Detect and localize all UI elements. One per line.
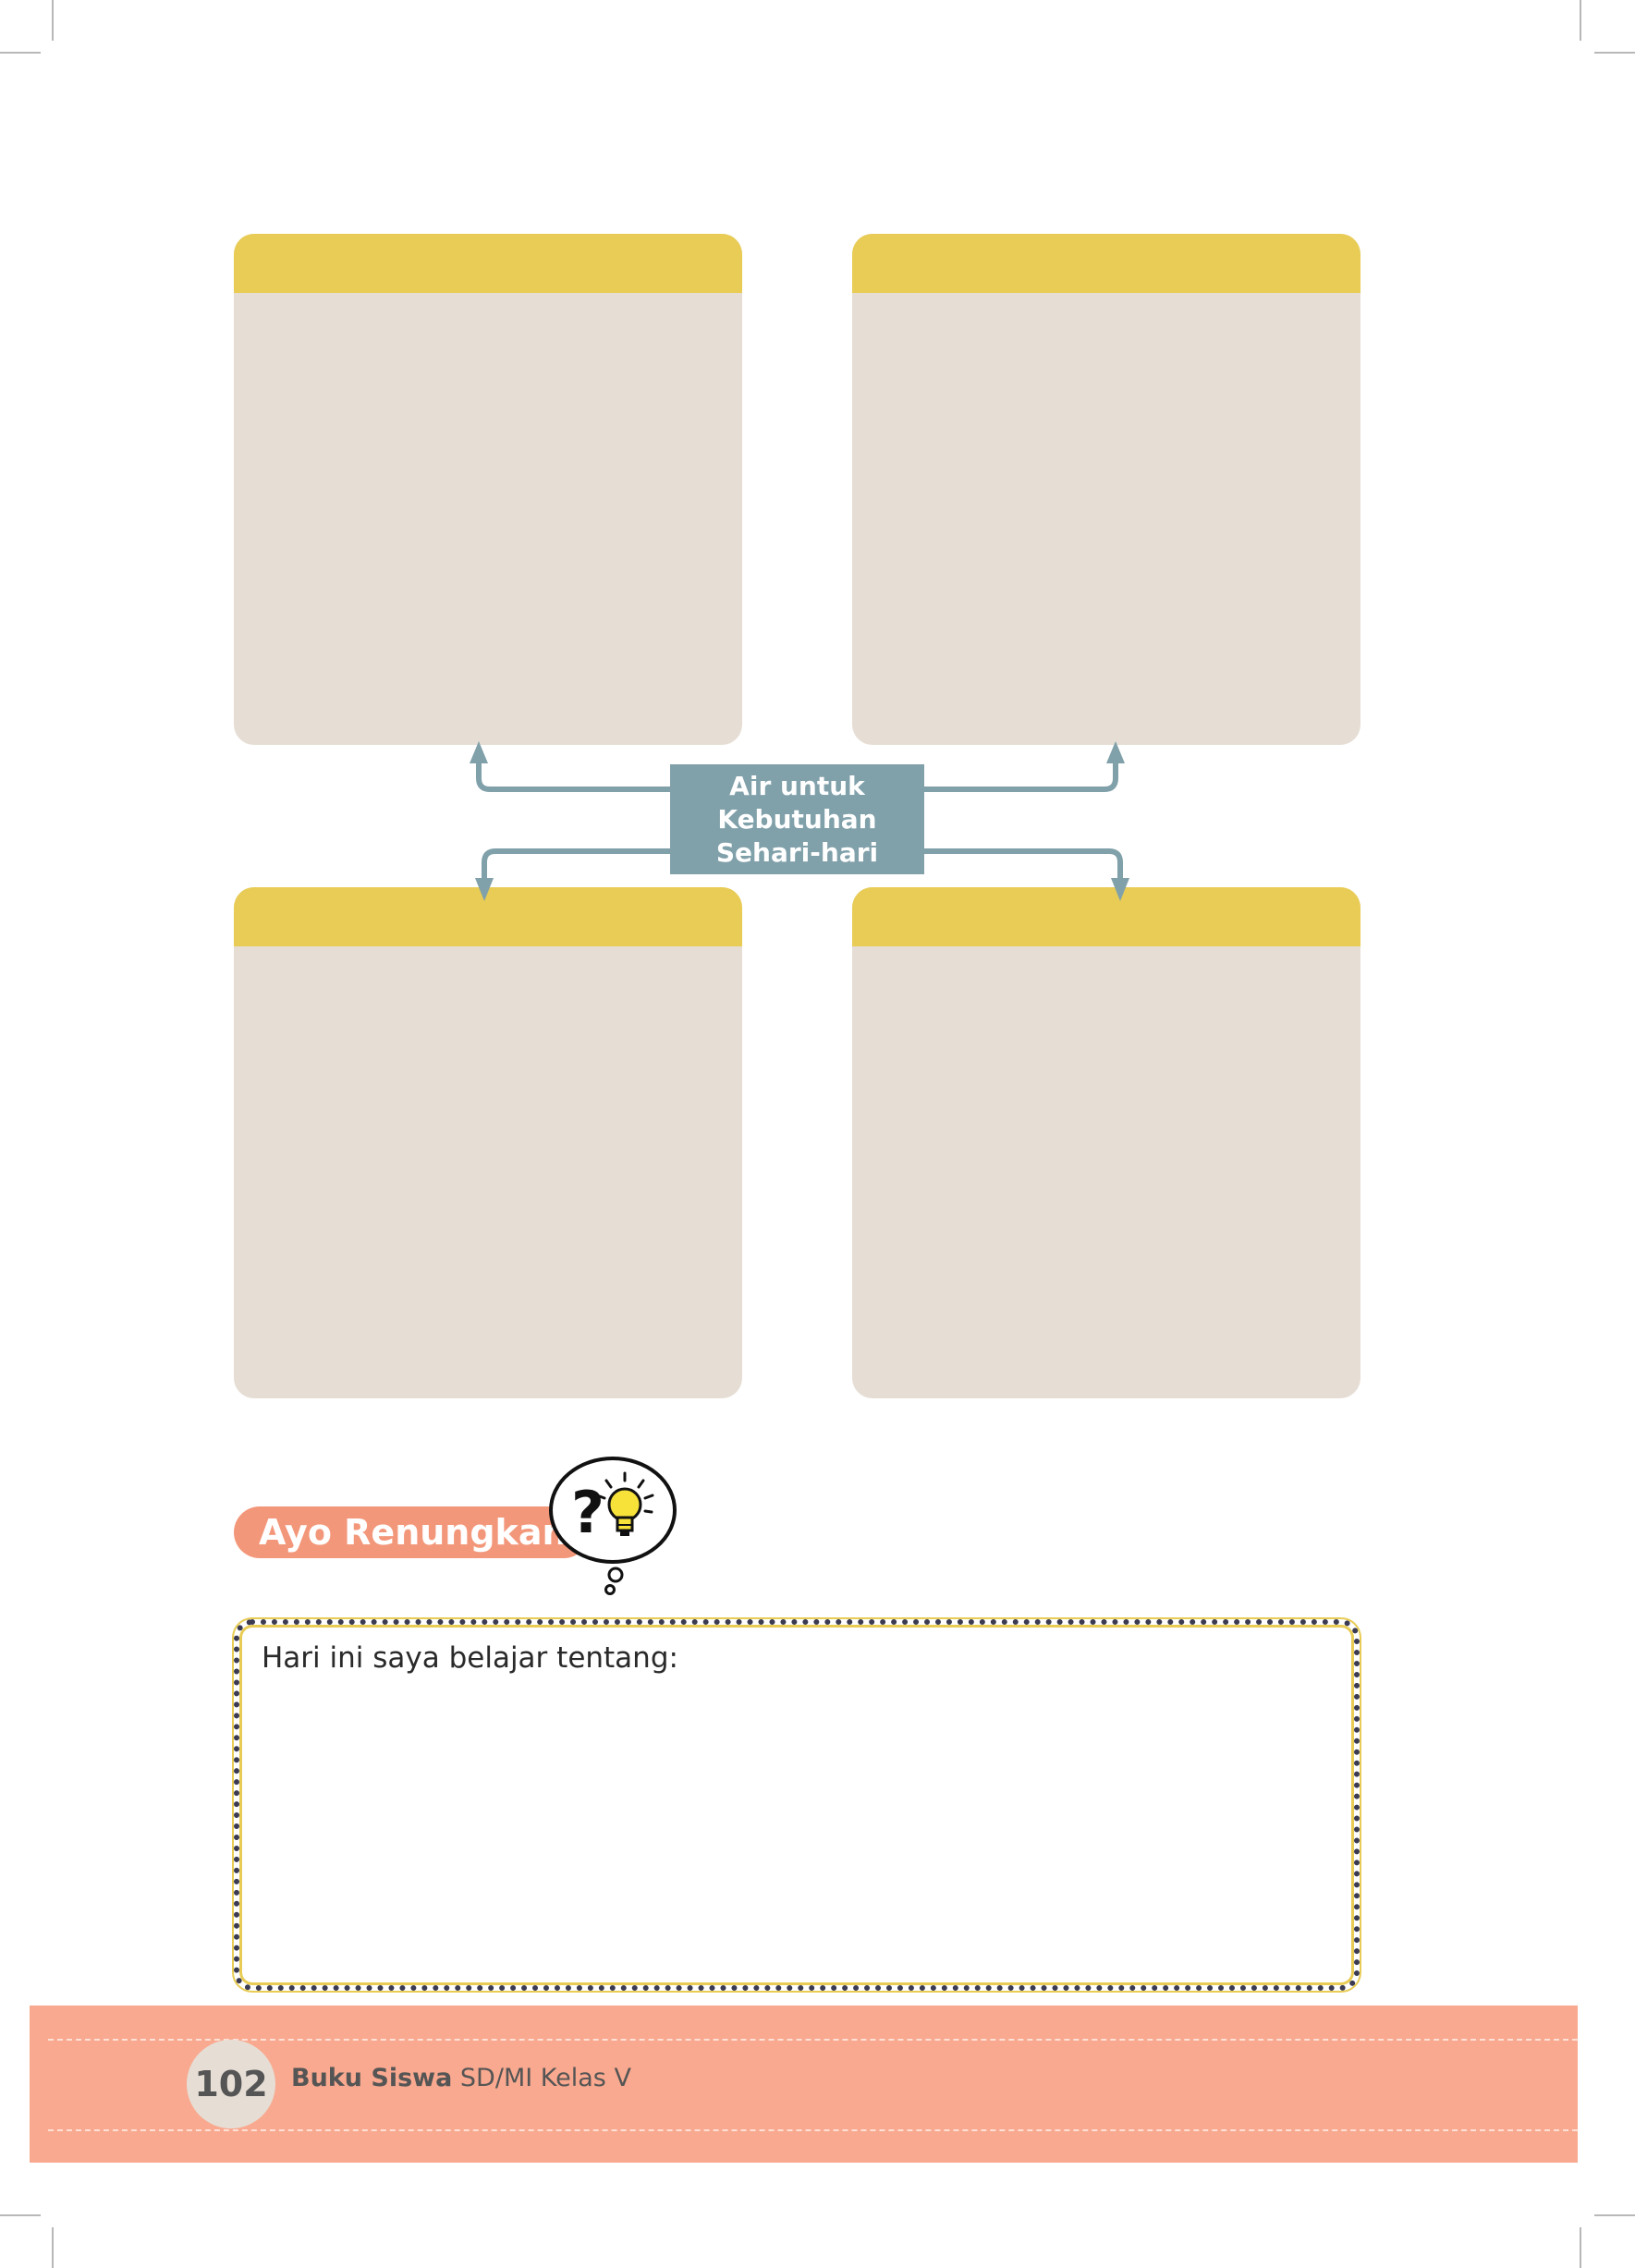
crop-mark bbox=[52, 2227, 54, 2268]
book-title-bold: Buku Siswa bbox=[291, 2064, 453, 2092]
lightbulb-icon bbox=[595, 1471, 654, 1536]
mindmap-card-top-left[interactable] bbox=[234, 234, 742, 745]
question-mark-icon: ? bbox=[571, 1479, 604, 1546]
card-header bbox=[852, 887, 1360, 946]
crop-mark bbox=[0, 52, 41, 54]
arrowhead-top-left bbox=[470, 741, 488, 763]
page-footer: 102 Buku Siswa SD/MI Kelas V bbox=[30, 2006, 1578, 2163]
card-header bbox=[852, 234, 1360, 293]
page-number: 102 bbox=[187, 2040, 275, 2128]
book-subtitle: SD/MI Kelas V bbox=[459, 2064, 631, 2092]
mindmap-connectors bbox=[470, 741, 1129, 901]
crop-mark bbox=[52, 0, 54, 41]
center-topic-line: Kebutuhan bbox=[717, 803, 877, 835]
svg-text:?: ? bbox=[571, 1479, 604, 1546]
reflection-prompt: Hari ini saya belajar tentang: bbox=[262, 1641, 678, 1675]
book-title: Buku Siswa SD/MI Kelas V bbox=[291, 2064, 631, 2092]
mindmap-card-bottom-right[interactable] bbox=[852, 887, 1360, 1398]
footer-dash-line bbox=[48, 2039, 1578, 2041]
reflection-writing-box[interactable]: Hari ini saya belajar tentang: bbox=[234, 1619, 1360, 1991]
crop-mark bbox=[1594, 52, 1635, 54]
crop-mark bbox=[1580, 2227, 1581, 2268]
section-heading: Ayo Renungkan bbox=[259, 1512, 567, 1553]
connector-top-right bbox=[921, 755, 1118, 792]
center-topic-line: Sehari-hari bbox=[715, 836, 879, 868]
crop-mark bbox=[0, 2214, 41, 2216]
section-heading-pill bbox=[234, 1506, 590, 1558]
connector-bottom-left bbox=[482, 848, 673, 881]
arrowhead-bottom-right bbox=[1111, 878, 1129, 901]
mindmap-card-top-right[interactable] bbox=[852, 234, 1360, 745]
connector-top-left bbox=[476, 755, 673, 792]
center-topic-line: Air untuk bbox=[729, 770, 865, 801]
thought-bubble-icon: ? bbox=[549, 1457, 677, 1595]
card-header bbox=[234, 887, 742, 946]
connector-bottom-right bbox=[921, 848, 1123, 881]
card-header bbox=[234, 234, 742, 293]
crop-mark bbox=[1594, 2214, 1635, 2216]
crop-mark bbox=[1580, 0, 1581, 41]
arrowhead-top-right bbox=[1106, 741, 1125, 763]
mindmap-center-topic: Air untuk Kebutuhan Sehari-hari bbox=[670, 764, 924, 874]
arrowhead-bottom-left bbox=[475, 878, 494, 901]
footer-dash-line bbox=[48, 2129, 1578, 2131]
mindmap-card-bottom-left[interactable] bbox=[234, 887, 742, 1398]
